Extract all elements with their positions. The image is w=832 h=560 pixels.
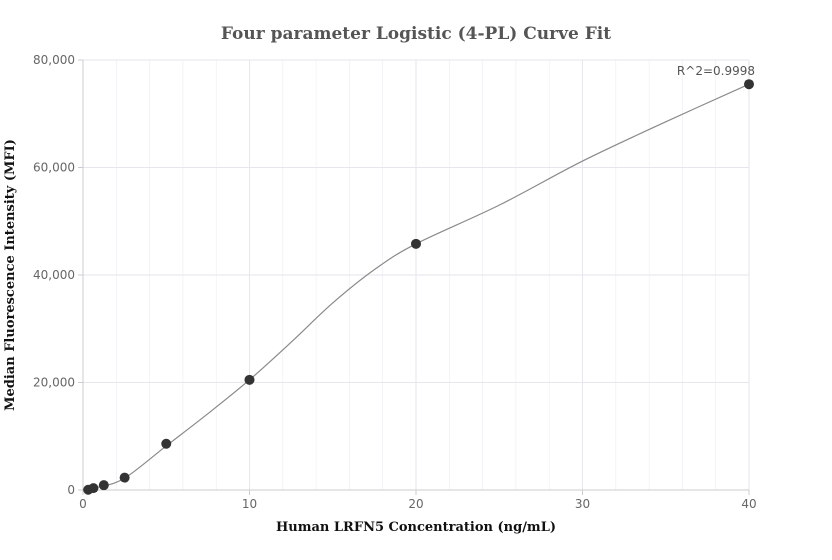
data-points xyxy=(83,79,754,495)
data-point xyxy=(88,483,99,494)
x-tick-label: 0 xyxy=(79,497,87,511)
tick-labels: 0 10 20 30 40 0 20,000 40,000 60,000 80,000 xyxy=(33,53,757,511)
grid xyxy=(82,59,750,491)
x-tick-label: 20 xyxy=(408,497,423,511)
data-point xyxy=(744,79,754,90)
x-tick-label: 10 xyxy=(242,497,257,511)
data-point xyxy=(411,238,421,249)
y-axis-title: Median Fluorescence Intensity (MFI) xyxy=(3,139,18,411)
x-axis-title: Human LRFN5 Concentration (ng/mL) xyxy=(276,520,556,535)
x-tick-label: 40 xyxy=(741,497,756,511)
y-tick-label: 0 xyxy=(67,483,75,497)
y-tick-label: 60,000 xyxy=(33,161,75,175)
data-point xyxy=(98,480,109,491)
chart-title: Four parameter Logistic (4-PL) Curve Fit xyxy=(221,24,611,44)
annotations: R^2=0.9998 xyxy=(677,64,755,78)
y-tick-label: 20,000 xyxy=(33,376,75,390)
data-point xyxy=(161,438,172,449)
data-point xyxy=(119,472,130,483)
fit-curve xyxy=(82,83,750,491)
data-point xyxy=(244,374,255,385)
y-tick-label: 40,000 xyxy=(33,268,75,282)
r-squared-label: R^2=0.9998 xyxy=(677,64,755,78)
y-tick-label: 80,000 xyxy=(33,53,75,67)
axes xyxy=(78,59,750,495)
x-tick-label: 30 xyxy=(575,497,590,511)
